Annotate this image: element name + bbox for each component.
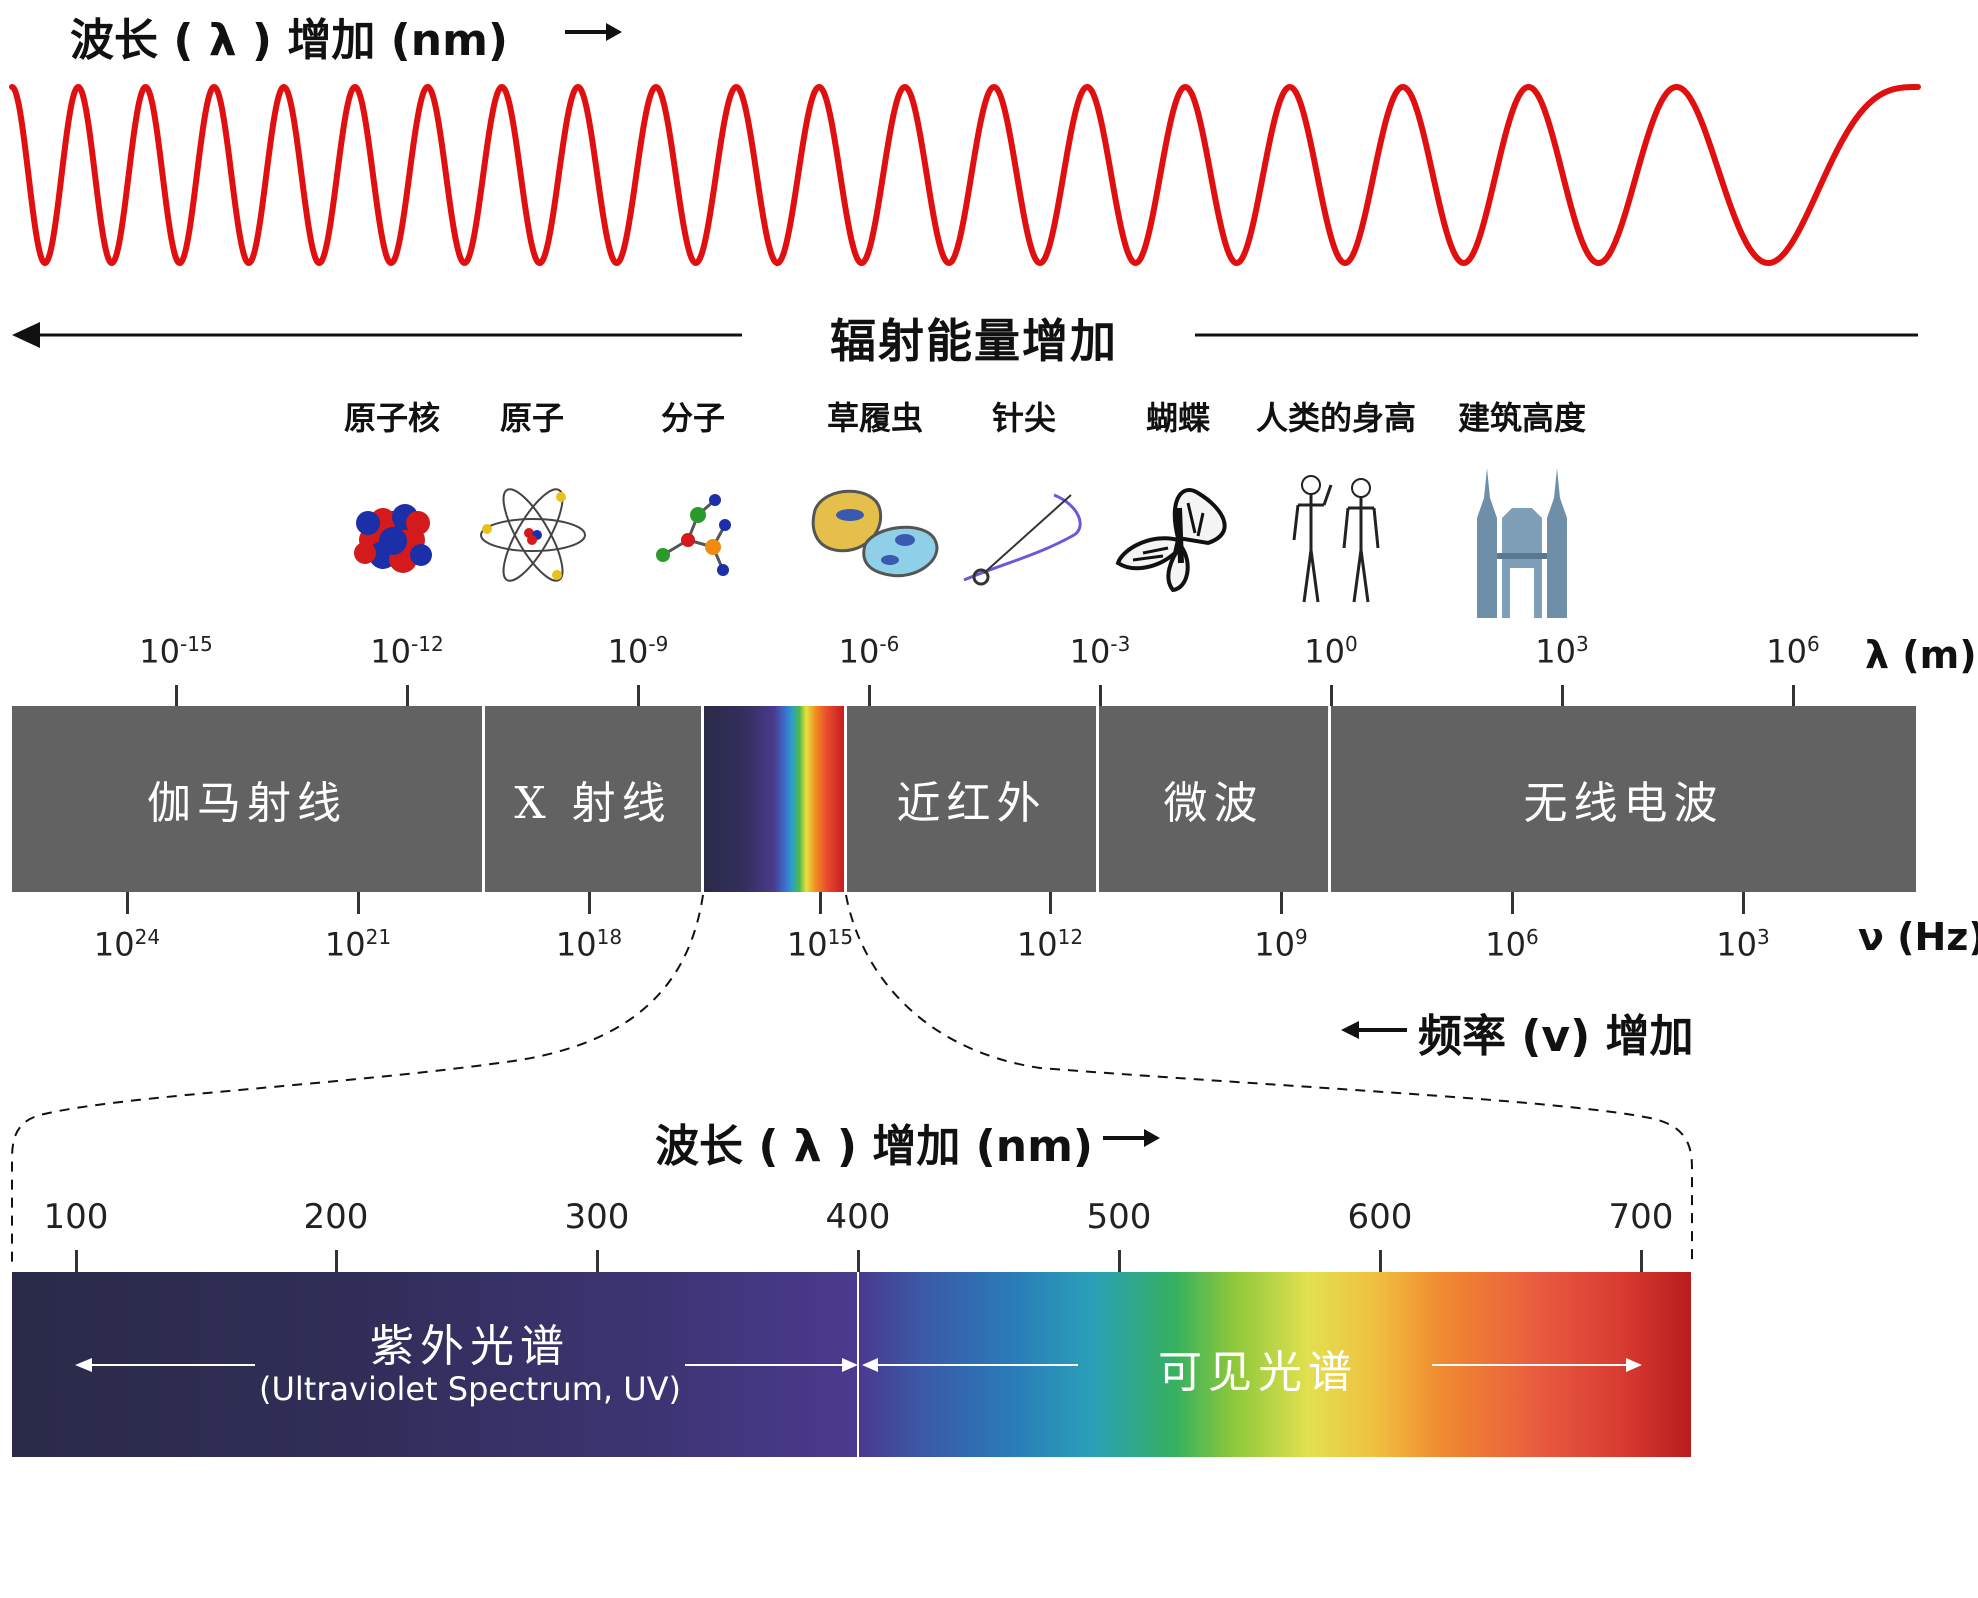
nm-tick-label: 400	[825, 1197, 891, 1237]
humans-icon	[1292, 475, 1380, 603]
zoom-dashed-lines	[11, 894, 1693, 1265]
wavelength-tick-label: 10-15	[139, 632, 213, 671]
wavelength-tick-mark	[1330, 685, 1333, 706]
band-radio: 无线电波	[1331, 706, 1916, 892]
frequency-tick-mark	[126, 892, 129, 914]
nm-tick-mark	[1640, 1250, 1643, 1272]
band-xray: X 射线	[485, 706, 701, 892]
wavelength-tick-mark	[406, 685, 409, 706]
wavelength-tick-label: 10-12	[370, 632, 444, 671]
wavelength-tick-label: 100	[1304, 632, 1358, 671]
frequency-tick-mark	[1511, 892, 1514, 914]
wavelength-tick-mark	[637, 685, 640, 706]
frequency-tick-label: 109	[1254, 925, 1308, 964]
wavelength-tick-label: 103	[1535, 632, 1589, 671]
band-uv-visible	[704, 706, 844, 892]
wavelength-tick-mark	[175, 685, 178, 706]
label-butterfly: 蝴蝶	[1145, 399, 1211, 437]
frequency-unit: ν (Hz)	[1858, 915, 1978, 959]
label-nucleus: 原子核	[343, 399, 441, 437]
band-microwave-label: 微波	[1163, 778, 1264, 829]
uv-visible-divider	[857, 1272, 859, 1457]
frequency-tick-mark	[1280, 892, 1283, 914]
wavelength-tick-mark	[1561, 685, 1564, 706]
zoom-wavelength-title: 波长 ( λ ) 增加 (nm)	[655, 1121, 1094, 1172]
top-wavelength-title: 波长 ( λ ) 增加 (nm)	[70, 15, 509, 66]
band-gamma: 伽马射线	[12, 706, 482, 892]
frequency-tick-mark	[1742, 892, 1745, 914]
nm-tick-label: 300	[564, 1197, 630, 1237]
wavelength-tick-mark	[1792, 685, 1795, 706]
wavelength-tick-mark	[868, 685, 871, 706]
nm-tick-mark	[596, 1250, 599, 1272]
wavelength-tick-label: 106	[1766, 632, 1820, 671]
label-building: 建筑高度	[1457, 399, 1587, 437]
label-molecule: 分子	[660, 399, 726, 437]
nm-tick-label: 600	[1347, 1197, 1413, 1237]
band-microwave: 微波	[1099, 706, 1328, 892]
nm-tick-label: 700	[1608, 1197, 1674, 1237]
butterfly-icon	[1115, 488, 1227, 593]
wave-graphic	[9, 83, 1921, 267]
uv-label: 紫外光谱	[370, 1321, 570, 1372]
wavelength-tick-label: 10-6	[838, 632, 900, 671]
band-near-ir: 近红外	[847, 706, 1096, 892]
nm-tick-label: 200	[303, 1197, 369, 1237]
band-radio-label: 无线电波	[1523, 778, 1724, 829]
frequency-tick-label: 103	[1716, 925, 1770, 964]
nm-tick-mark	[1118, 1250, 1121, 1272]
frequency-arrow	[1341, 1021, 1407, 1039]
frequency-tick-mark	[819, 892, 822, 914]
nm-tick-mark	[1379, 1250, 1382, 1272]
nm-tick-label: 100	[43, 1197, 109, 1237]
frequency-tick-label: 1024	[93, 925, 161, 964]
top-right-arrow	[565, 23, 622, 41]
frequency-tick-mark	[588, 892, 591, 914]
nm-tick-label: 500	[1086, 1197, 1152, 1237]
visible-range-arrows	[862, 1358, 1642, 1372]
uv-range-arrows	[75, 1358, 858, 1372]
frequency-label: 频率 (v) 增加	[1418, 1011, 1694, 1062]
zoom-right-arrow	[1103, 1129, 1160, 1147]
molecule-icon	[656, 494, 731, 576]
nm-tick-mark	[75, 1250, 78, 1272]
energy-label: 辐射能量增加	[830, 314, 1118, 368]
label-atom: 原子	[499, 399, 565, 437]
frequency-tick-mark	[1049, 892, 1052, 914]
needle-icon	[963, 493, 1082, 586]
wavelength-tick-mark	[1099, 685, 1102, 706]
frequency-tick-label: 106	[1485, 925, 1539, 964]
band-xray-label: X 射线	[514, 778, 672, 829]
nm-tick-mark	[857, 1250, 860, 1272]
visible-label: 可见光谱	[1158, 1347, 1358, 1398]
frequency-tick-label: 1018	[555, 925, 623, 964]
frequency-tick-mark	[357, 892, 360, 914]
label-paramecium: 草履虫	[826, 399, 924, 437]
band-near-ir-label: 近红外	[896, 778, 1047, 829]
nucleus-icon	[354, 504, 432, 573]
energy-arrow	[12, 322, 1918, 348]
towers-icon	[1477, 468, 1567, 618]
wavelength-unit: λ (m)	[1865, 633, 1977, 677]
wave-line	[9, 83, 1921, 267]
wavelength-tick-label: 10-3	[1069, 632, 1131, 671]
paramecium-icon	[811, 489, 939, 578]
frequency-tick-label: 1021	[324, 925, 392, 964]
frequency-tick-label: 1015	[786, 925, 854, 964]
nm-tick-mark	[335, 1250, 338, 1272]
label-needle: 针尖	[991, 399, 1057, 437]
wavelength-tick-label: 10-9	[607, 632, 669, 671]
uv-sublabel: (Ultraviolet Spectrum, UV)	[258, 1370, 682, 1408]
band-gamma-label: 伽马射线	[147, 778, 347, 829]
label-human: 人类的身高	[1255, 399, 1417, 437]
atom-icon	[480, 488, 586, 582]
frequency-tick-label: 1012	[1016, 925, 1084, 964]
